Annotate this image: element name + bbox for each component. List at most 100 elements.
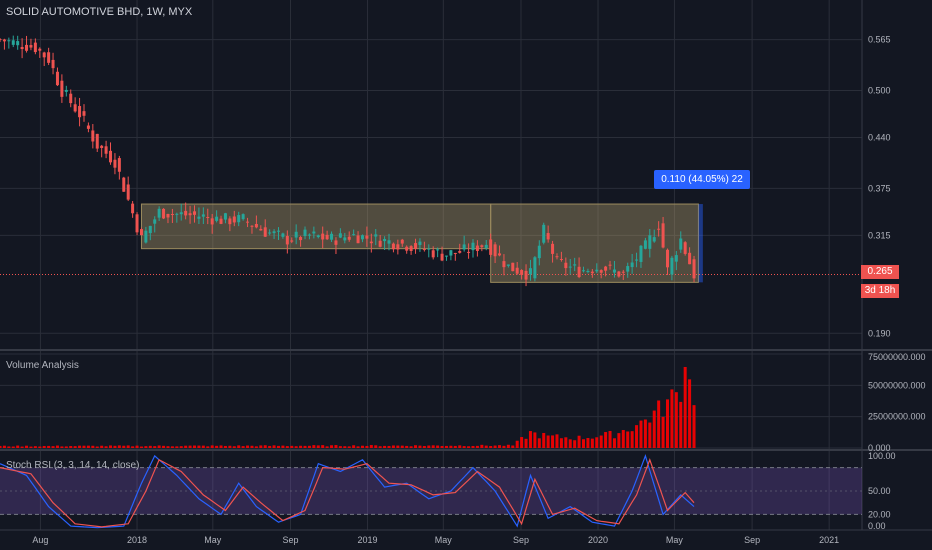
volume-bar [612, 438, 616, 448]
candle-body [422, 249, 426, 251]
volume-bar [241, 446, 245, 448]
candle-body [511, 262, 515, 272]
volume-bar [383, 445, 387, 448]
candle-body [47, 52, 51, 63]
volume-bar [42, 445, 46, 448]
volume-bar [73, 446, 77, 448]
range-rectangle[interactable] [140, 203, 492, 250]
candle-body [109, 150, 113, 163]
volume-bar [347, 446, 351, 448]
candle-body [246, 221, 250, 223]
candle-body [462, 244, 466, 250]
volume-bar [131, 446, 135, 448]
candle-body [665, 249, 669, 268]
stoch-rsi-lines [0, 454, 862, 529]
volume-bar [515, 440, 519, 448]
candle-body [533, 257, 537, 279]
chart-grid [0, 0, 932, 531]
candle-body [383, 239, 387, 242]
range-rectangles[interactable] [0, 203, 862, 283]
candle-body [20, 47, 24, 50]
volume-bar [312, 445, 316, 448]
candle-body [352, 234, 356, 236]
volume-bar [648, 422, 652, 448]
volume-bar [29, 446, 33, 448]
candle-body [170, 214, 174, 216]
volume-bar [396, 445, 400, 448]
volume-bar [374, 445, 378, 448]
volume-bar [471, 445, 475, 448]
candle-body [524, 270, 528, 280]
volume-bar [617, 433, 621, 448]
volume-pane-label: Volume Analysis [6, 360, 79, 371]
volume-bar [422, 445, 426, 448]
candle-body [551, 243, 555, 254]
candle-body [148, 225, 152, 234]
candle-body [617, 271, 621, 277]
stoch-tick-label: 0.00 [868, 521, 886, 531]
volume-bar [493, 445, 497, 448]
volume-bar [109, 445, 113, 448]
candle-body [444, 255, 448, 257]
candle-body [458, 251, 462, 253]
volume-bar [91, 445, 95, 448]
volume-bar [268, 445, 272, 448]
volume-bar [237, 445, 241, 448]
volume-bar [16, 445, 20, 448]
stoch-pane-label: Stoch RSI (3, 3, 14, 14, close) [6, 460, 140, 471]
candle-body [122, 177, 126, 192]
volume-bar [184, 445, 188, 448]
volume-bar [378, 446, 382, 448]
x-tick-label: 2019 [358, 535, 378, 545]
volume-bar [559, 438, 563, 448]
volume-bar [542, 432, 546, 448]
volume-bar [303, 445, 307, 448]
candle-body [586, 271, 590, 273]
volume-bar [462, 446, 466, 448]
candle-body [343, 237, 347, 241]
volume-bar [250, 445, 254, 448]
candle-body [652, 237, 656, 242]
volume-bar [652, 410, 656, 448]
volume-bar [0, 445, 2, 448]
candle-body [626, 266, 630, 272]
volume-bar [210, 445, 214, 448]
volume-bar [162, 445, 166, 448]
candle-body [42, 52, 46, 58]
price-tick-label: 0.565 [868, 35, 891, 45]
volume-bar [630, 431, 634, 448]
candle-body [162, 208, 166, 219]
candle-body [635, 259, 639, 261]
volume-bar [104, 446, 108, 448]
candle-body [69, 93, 73, 104]
price-range-measure[interactable] [698, 204, 703, 283]
candle-body [139, 229, 143, 236]
volume-bar [528, 431, 532, 448]
candle-body [436, 249, 440, 251]
x-tick-label: Sep [282, 535, 298, 545]
volume-bar [511, 445, 515, 448]
candle-body [166, 213, 170, 218]
volume-bar [294, 446, 298, 448]
candle-body [555, 256, 559, 258]
x-tick-label: May [666, 535, 684, 545]
volume-bar [635, 425, 639, 448]
volume-bar [573, 440, 577, 448]
x-tick-label: May [435, 535, 453, 545]
candle-body [378, 240, 382, 247]
candle-body [131, 203, 135, 214]
candle-body [25, 44, 29, 51]
candle-body [391, 243, 395, 250]
volume-bar [321, 445, 325, 448]
candle-body [232, 216, 236, 223]
volume-bar [47, 445, 51, 448]
candle-body [237, 215, 241, 223]
volume-bar [316, 445, 320, 448]
volume-bar [427, 445, 431, 448]
price-range-measure-label[interactable]: 0.110 (44.05%) 22 [654, 170, 750, 189]
volume-bar [467, 446, 471, 448]
candle-body [29, 45, 33, 48]
candle-body [564, 262, 568, 269]
price-tick-label: 0.440 [868, 132, 891, 142]
